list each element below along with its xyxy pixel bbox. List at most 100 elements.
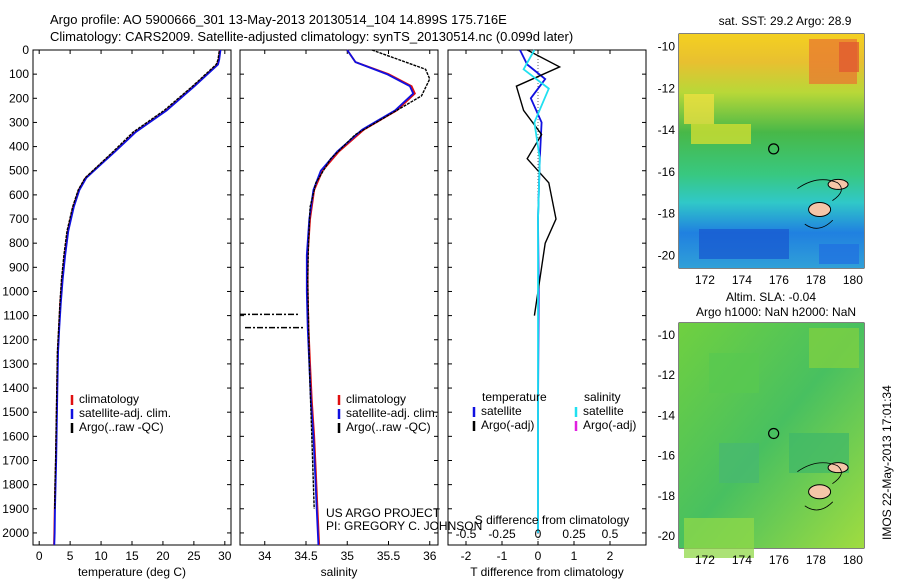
map-x-tick-label: 180: [843, 553, 863, 567]
temperature-frame: [32, 49, 232, 546]
difference-sal-legend-label: Argo(-adj): [583, 418, 636, 432]
difference-frame: [447, 49, 647, 546]
sst-map-island-0: [808, 202, 832, 217]
y-tick-label: 800: [9, 236, 29, 250]
s-tick-label: 0.5: [602, 527, 619, 541]
temperature-xlabel: temperature (deg C): [78, 565, 186, 579]
x-tick-label: -2: [461, 549, 472, 563]
map-x-tick-label: 178: [806, 553, 826, 567]
x-tick-label: 35.5: [377, 549, 401, 563]
sst-map-patch-3: [699, 229, 789, 259]
x-tick-label: 25: [187, 549, 201, 563]
y-tick-label: 1600: [2, 429, 29, 443]
y-tick-label: 900: [9, 260, 29, 274]
map-y-tick-label: -14: [658, 123, 676, 137]
x-tick-label: 30: [218, 549, 232, 563]
x-tick-label: 36: [423, 549, 437, 563]
s-tick-label: -0.25: [488, 527, 516, 541]
y-tick-label: 2000: [2, 526, 29, 540]
sst-map-patch-5: [684, 94, 714, 124]
y-tick-label: 1000: [2, 284, 29, 298]
x-tick-label: 15: [125, 549, 139, 563]
map-y-tick-label: -14: [658, 408, 676, 422]
y-tick-label: 400: [9, 140, 29, 154]
difference-legend-header-temperature: temperature: [482, 390, 547, 404]
x-tick-label: 0: [36, 549, 43, 563]
x-tick-label: 34: [258, 549, 272, 563]
y-tick-label: 1900: [2, 502, 29, 516]
difference-series-2: [522, 49, 550, 533]
y-tick-label: 500: [9, 164, 29, 178]
salinity-series-2: [306, 49, 431, 509]
sla-map-title: Altim. SLA: -0.04: [726, 290, 816, 304]
x-tick-label: 5: [67, 549, 74, 563]
sla-map-island-0: [808, 484, 832, 500]
sla-map-patch-4: [719, 443, 759, 483]
sst-map-argo-marker: [768, 143, 780, 155]
x-tick-label: 34.5: [294, 549, 318, 563]
difference-sal-legend-label: satellite: [583, 404, 624, 418]
sla-map-island-1: [827, 462, 849, 474]
x-tick-label: -1: [497, 549, 508, 563]
sla-map-patch-0: [709, 353, 759, 393]
salinity-series-0: [306, 49, 416, 546]
map-x-tick-label: 178: [806, 273, 826, 287]
sla-map-argo-marker: [768, 427, 780, 440]
sst-map-reef-contour: [797, 179, 842, 229]
y-tick-label: 1800: [2, 478, 29, 492]
map-x-tick-label: 180: [843, 273, 863, 287]
y-tick-label: 1700: [2, 453, 29, 467]
map-x-tick-label: 176: [769, 273, 789, 287]
difference-legend-header-salinity: salinity: [584, 390, 621, 404]
difference-xlabel-top: S difference from climatology: [475, 513, 630, 527]
difference-temp-legend-label: Argo(-adj): [481, 418, 534, 432]
temperature-series-2: [54, 51, 220, 509]
map-y-tick-label: -10: [658, 40, 676, 54]
salinity-series-1: [305, 49, 415, 546]
sst-map-patch-4: [819, 244, 859, 264]
map-y-tick-label: -10: [658, 328, 676, 342]
s-tick-label: -0.5: [456, 527, 477, 541]
sla-map-subtitle: Argo h1000: NaN h2000: NaN: [696, 305, 856, 319]
chart-title-line1: Argo profile: AO 5900666_301 13-May-2013…: [50, 12, 507, 27]
y-tick-label: 1300: [2, 357, 29, 371]
y-tick-label: 0: [22, 43, 29, 57]
salinity-xlabel: salinity: [321, 565, 358, 579]
map-x-tick-label: 174: [732, 553, 752, 567]
map-y-tick-label: -18: [658, 489, 676, 503]
map-x-tick-label: 174: [732, 273, 752, 287]
sla-map-patch-2: [684, 518, 754, 558]
salinity-legend-label: satellite-adj. clim.: [346, 406, 438, 420]
y-tick-label: 1400: [2, 381, 29, 395]
temperature-series-0: [53, 49, 221, 546]
s-tick-label: 0: [535, 527, 542, 541]
temperature-series-1: [53, 49, 222, 546]
y-tick-label: 100: [9, 67, 29, 81]
sla-map-reef-contour: [797, 462, 842, 511]
map-y-tick-label: -18: [658, 207, 676, 221]
y-tick-label: 1200: [2, 333, 29, 347]
footer-pi: PI: GREGORY C. JOHNSON: [326, 519, 483, 533]
footer-project: US ARGO PROJECT: [326, 506, 441, 520]
s-tick-label: 0.25: [562, 527, 586, 541]
chart-title-line2: Climatology: CARS2009. Satellite-adjuste…: [50, 29, 574, 44]
sst-map-patch-1: [839, 42, 859, 72]
x-tick-label: 10: [94, 549, 108, 563]
x-tick-label: 0: [535, 549, 542, 563]
sla-map-patch-3: [809, 328, 859, 368]
map-y-tick-label: -16: [658, 165, 676, 179]
map-y-tick-label: -20: [658, 529, 676, 543]
sst-map-island-1: [827, 178, 849, 190]
y-tick-label: 700: [9, 212, 29, 226]
y-tick-label: 1100: [3, 309, 29, 323]
map-y-tick-label: -16: [658, 449, 676, 463]
y-tick-label: 300: [9, 115, 29, 129]
temperature-legend-label: Argo(..raw -QC): [79, 420, 164, 434]
y-tick-label: 600: [9, 188, 29, 202]
y-tick-label: 200: [9, 91, 29, 105]
y-tick-label: 1500: [2, 405, 29, 419]
x-tick-label: 20: [156, 549, 170, 563]
map-x-tick-label: 172: [695, 273, 715, 287]
map-y-tick-label: -20: [658, 248, 676, 262]
